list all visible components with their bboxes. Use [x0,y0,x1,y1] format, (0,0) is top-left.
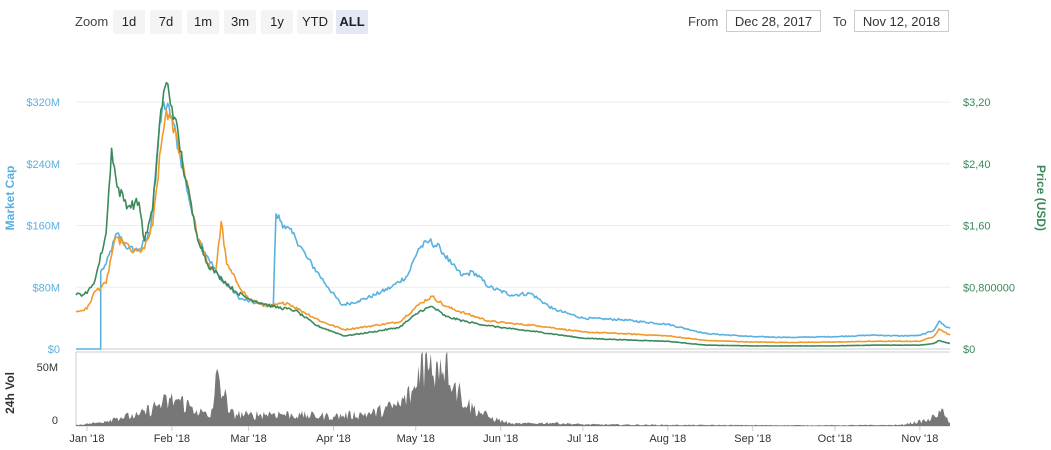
right-tick-label: $0,800000 [963,282,1015,294]
right-axis-title: Price (USD) [1034,165,1048,231]
zoom-1y-button[interactable]: 1y [261,10,293,34]
zoom-ytd-button[interactable]: YTD [297,10,333,34]
series-line-1 [75,108,951,344]
x-tick-label: Nov '18 [901,433,938,445]
zoom-1d-button[interactable]: 1d [113,10,145,34]
volume-area [76,352,950,426]
right-tick-label: $2,40 [963,159,991,171]
x-tick-label: Jan '18 [69,433,104,445]
axes: $0 $80M $160M $240M $320M $0 $0,800000 $1,60 $2,… [26,97,1015,445]
left-tick-label: $80M [32,282,60,294]
from-date-input[interactable]: Dec 28, 2017 [726,10,821,32]
left-tick-label: $320M [26,97,60,109]
x-tick-label: Apr '18 [316,433,351,445]
left-tick-label: $0 [48,344,60,356]
volume-tick-label: 0 [52,415,58,427]
series-layer [75,81,951,350]
to-date-input[interactable]: Nov 12, 2018 [854,10,949,32]
range-selector: Zoom 1d 7d 1m 3m 1y YTD ALL From Dec 28,… [0,0,1051,44]
right-tick-label: $0 [963,344,975,356]
x-tick-label: Jun '18 [483,433,518,445]
series-line-2 [75,81,951,347]
x-tick-label: Mar '18 [230,433,266,445]
left-axis-title: Market Cap [3,166,17,231]
x-tick-label: Jul '18 [567,433,598,445]
zoom-7d-button[interactable]: 7d [150,10,182,34]
zoom-label: Zoom [75,14,109,29]
left-tick-label: $240M [26,159,60,171]
from-label: From [688,14,719,29]
zoom-1m-button[interactable]: 1m [187,10,219,34]
to-label: To [833,14,847,29]
volume-axis-title: 24h Vol [3,372,17,414]
volume-tick-label: 50M [37,362,58,374]
right-tick-label: $1,60 [963,221,991,233]
zoom-all-button[interactable]: ALL [336,10,368,34]
right-tick-label: $3,20 [963,97,991,109]
x-tick-label: May '18 [397,433,435,445]
left-tick-label: $160M [26,221,60,233]
x-tick-label: Feb '18 [154,433,190,445]
zoom-3m-button[interactable]: 3m [224,10,256,34]
x-tick-label: Oct '18 [818,433,853,445]
x-tick-label: Aug '18 [649,433,686,445]
x-tick-label: Sep '18 [734,433,771,445]
